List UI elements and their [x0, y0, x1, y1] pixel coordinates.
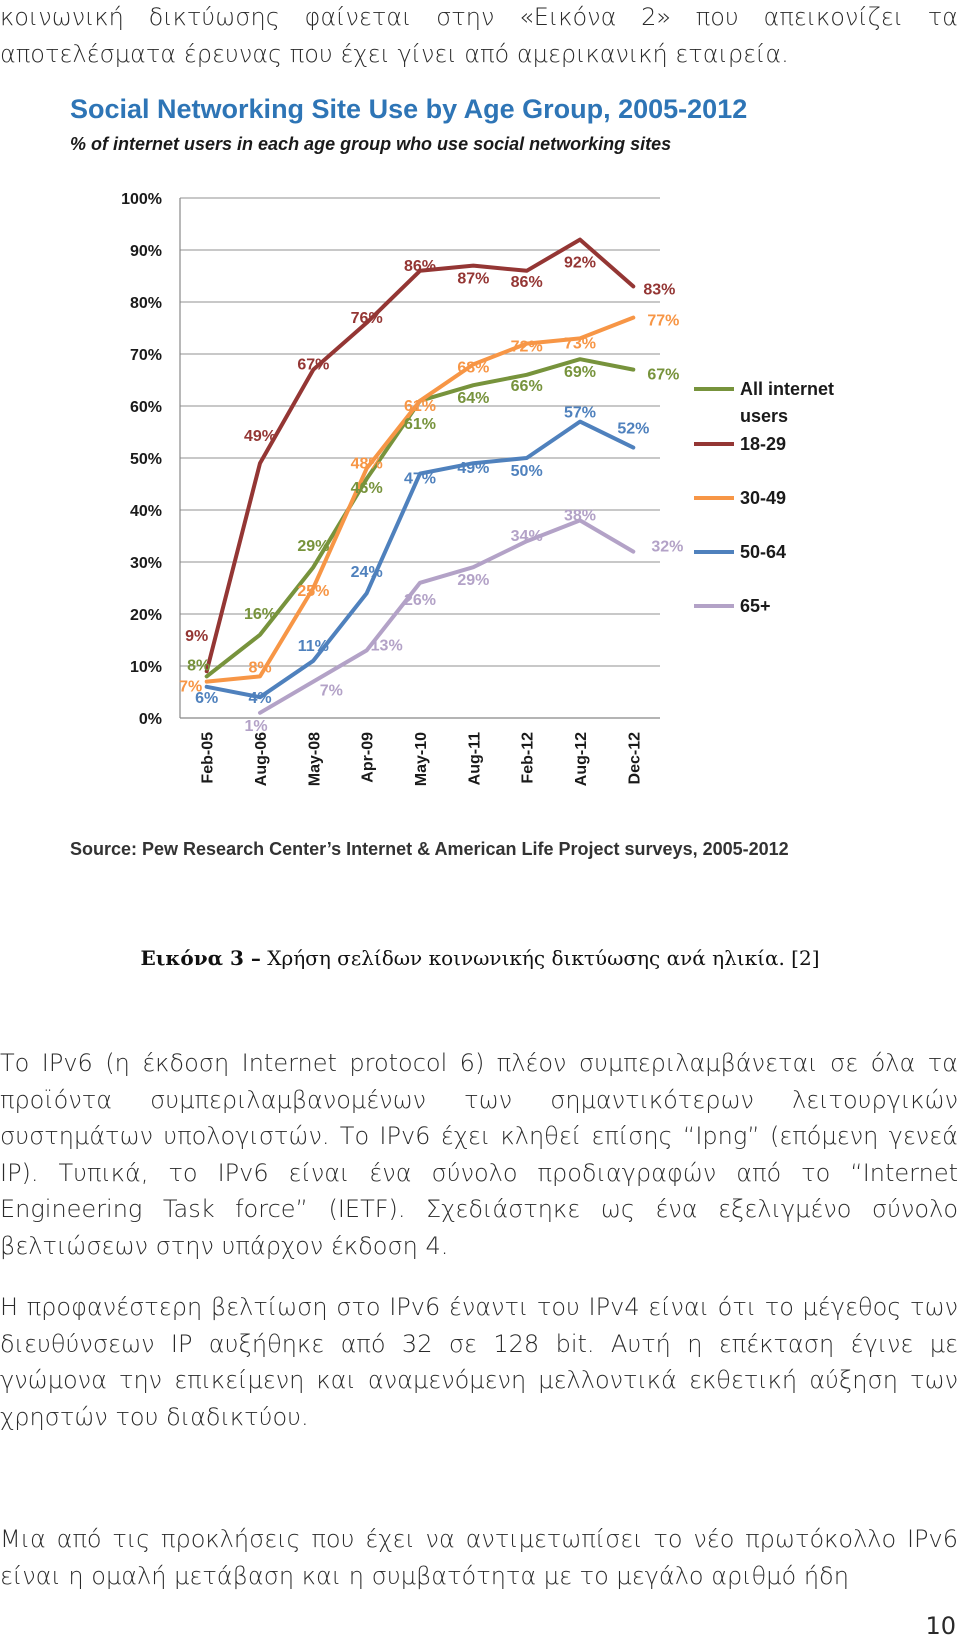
x-tick-label: Aug-06 — [253, 732, 270, 786]
data-label: 92% — [564, 255, 596, 272]
data-label: 49% — [244, 428, 276, 445]
data-label: 8% — [248, 659, 271, 676]
y-tick-label: 90% — [130, 243, 162, 260]
data-label: 25% — [297, 583, 329, 600]
data-label: 26% — [404, 592, 436, 609]
figure-caption-reference: [2] — [791, 946, 820, 970]
series-line — [258, 518, 636, 715]
challenges-paragraph: Μια από τις προκλήσεις που έχει να αντιμ… — [0, 1525, 958, 1590]
x-tick-label: Aug-12 — [573, 732, 590, 786]
data-label: 86% — [404, 258, 436, 275]
data-label: 76% — [351, 310, 383, 327]
data-label: 9% — [185, 628, 208, 645]
data-label: 57% — [564, 405, 596, 422]
data-label: 16% — [244, 606, 276, 623]
x-tick-label: Aug-11 — [466, 732, 483, 785]
data-label: 7% — [179, 679, 202, 696]
data-label: 64% — [457, 390, 489, 407]
data-label: 61% — [404, 416, 436, 433]
data-label: 61% — [404, 398, 436, 415]
x-axis: Feb-05 Aug-06 May-08 Apr-09 May-10 Aug-11 Feb-… — [200, 732, 644, 786]
chart-gridlines — [180, 197, 660, 719]
chart-source: Source: Pew Research Center’s Internet &… — [70, 839, 789, 859]
data-label: 73% — [564, 335, 596, 352]
data-labels: 8% 16% 29% 46% 61% 64% 66% 69% 67% 9% 49% 67% 76% 86%… — [179, 255, 683, 735]
data-label: 24% — [351, 564, 383, 581]
y-tick-label: 10% — [130, 659, 162, 676]
data-label: 47% — [404, 471, 436, 488]
y-tick-label: 50% — [130, 451, 162, 468]
x-tick-label: Feb-12 — [520, 732, 537, 784]
intro-paragraph: κοινωνική δικτύωσης φαίνεται στην «Εικόν… — [0, 3, 958, 68]
x-tick-label: Dec-12 — [626, 732, 643, 785]
x-tick-label: May-10 — [413, 732, 430, 786]
y-tick-label: 80% — [130, 295, 162, 312]
chart-legend: All internet users 18-29 30-49 50-64 65+ — [694, 379, 834, 616]
y-tick-label: 60% — [130, 399, 162, 416]
data-label: 72% — [511, 339, 543, 356]
data-label: 69% — [564, 364, 596, 381]
y-axis: 0% 10% 20% 30% 40% 50% 60% 70% 80% 90% 100% — [121, 191, 181, 728]
data-label: 32% — [651, 539, 683, 556]
data-label: 29% — [457, 572, 489, 589]
x-tick-label: May-08 — [306, 732, 323, 786]
data-label: 67% — [647, 367, 679, 384]
legend-label: All internet — [740, 379, 834, 399]
data-label: 52% — [617, 421, 649, 438]
data-label: 38% — [564, 507, 596, 524]
data-label: 87% — [457, 271, 489, 288]
figure-caption-label: Εικόνα 3 – — [140, 946, 261, 970]
series-line — [204, 419, 636, 700]
improvement-paragraph: Η προφανέστερη βελτίωση στο IPv6 έναντι … — [0, 1293, 958, 1431]
figure-caption-text: Χρήση σελίδων κοινωνικής δικτύωσης ανά η… — [267, 946, 785, 970]
y-tick-label: 100% — [121, 191, 162, 208]
data-label: 46% — [351, 480, 383, 497]
y-tick-label: 40% — [130, 503, 162, 520]
line-chart-figure: Social Networking Site Use by Age Group,… — [64, 88, 864, 908]
data-label: 67% — [297, 357, 329, 374]
legend-label: 18-29 — [740, 434, 786, 454]
data-label: 8% — [187, 657, 210, 674]
data-label: 66% — [511, 378, 543, 395]
page-number: 10 — [925, 1612, 956, 1640]
y-tick-label: 70% — [130, 347, 162, 364]
data-label: 29% — [297, 538, 329, 555]
data-label: 86% — [511, 274, 543, 291]
y-tick-label: 20% — [130, 607, 162, 624]
legend-label: 30-49 — [740, 488, 786, 508]
data-label: 4% — [248, 690, 271, 707]
series-line — [204, 237, 636, 674]
x-tick-label: Feb-05 — [200, 732, 217, 784]
figure-caption: Εικόνα 3 – Χρήση σελίδων κοινωνικής δικτ… — [0, 946, 960, 970]
data-label: 11% — [298, 638, 329, 655]
ipv6-paragraph: Το IPv6 (η έκδοση Internet protocol 6) π… — [0, 1049, 958, 1260]
y-tick-label: 30% — [130, 555, 162, 572]
data-label: 7% — [320, 683, 343, 700]
data-label: 68% — [457, 359, 489, 376]
data-label: 77% — [647, 313, 679, 330]
chart-subtitle: % of internet users in each age group wh… — [70, 134, 671, 154]
x-tick-label: Apr-09 — [360, 732, 377, 783]
data-label: 6% — [195, 690, 218, 707]
data-label: 49% — [457, 460, 489, 477]
legend-label: users — [740, 406, 788, 426]
data-label: 50% — [511, 463, 543, 480]
legend-label: 50-64 — [740, 542, 786, 562]
chart-title: Social Networking Site Use by Age Group,… — [70, 94, 747, 124]
data-label: 48% — [351, 455, 383, 472]
chart-canvas: Social Networking Site Use by Age Group,… — [70, 94, 834, 859]
data-label: 13% — [371, 637, 403, 654]
data-label: 83% — [643, 281, 675, 298]
data-label: 1% — [244, 718, 267, 735]
chart-series — [204, 237, 636, 715]
series-line — [204, 315, 636, 684]
legend-label: 65+ — [740, 596, 771, 616]
y-tick-label: 0% — [139, 711, 162, 728]
data-label: 34% — [511, 528, 543, 545]
